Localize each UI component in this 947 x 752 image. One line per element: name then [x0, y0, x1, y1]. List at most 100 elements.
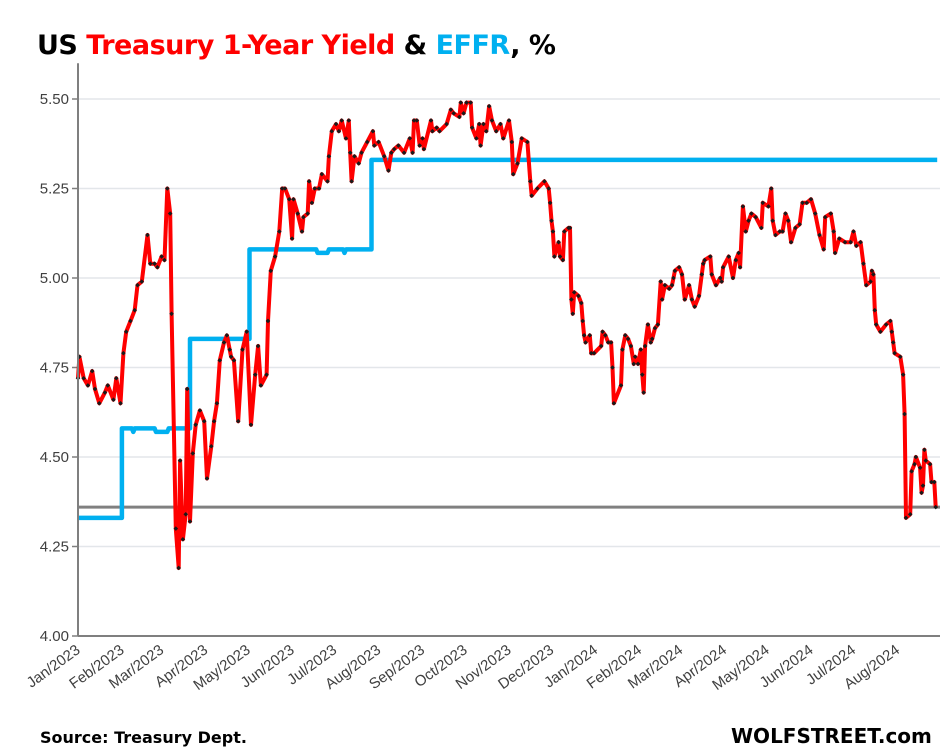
treasury-yield-point [197, 408, 203, 413]
treasury-yield-point [169, 311, 174, 317]
treasury-yield-point [501, 136, 506, 141]
effr-line [78, 157, 938, 521]
treasury-yield-point [252, 372, 258, 377]
treasury-yield-point [631, 361, 637, 367]
treasury-yield-point [749, 211, 754, 216]
treasury-yield-point [211, 418, 217, 424]
treasury-yield-point [777, 229, 783, 234]
title-suffix: , % [510, 30, 556, 61]
treasury-yield-point [549, 218, 554, 224]
treasury-yield-point [370, 128, 376, 134]
treasury-yield-point [858, 239, 863, 245]
treasury-yield-point [897, 354, 903, 360]
treasury-yield-point [689, 297, 695, 302]
treasury-yield-point [618, 383, 624, 388]
y-tick-label: 5.00 [40, 270, 69, 287]
treasury-yield-point [506, 118, 512, 123]
treasury-yield-point [848, 239, 853, 245]
treasury-yield-point [167, 211, 173, 216]
treasury-yield-point [788, 239, 794, 245]
treasury-yield-point [333, 121, 339, 127]
treasury-yield-point [726, 254, 732, 259]
treasury-yield-point [349, 179, 354, 184]
title-series-effr: EFFR [435, 30, 511, 61]
treasury-yield-point [118, 401, 123, 406]
treasury-yield-point [420, 136, 425, 141]
treasury-yield-point [580, 318, 586, 324]
treasury-yield-point [603, 332, 608, 338]
treasury-yield-point [227, 347, 232, 352]
treasury-yield-point [569, 297, 574, 302]
treasury-yield-point [356, 161, 362, 166]
treasury-yield-point [173, 526, 179, 531]
treasury-yield-point [686, 282, 692, 288]
treasury-yield-point [611, 401, 617, 406]
treasury-yield-point [872, 307, 878, 313]
treasury-yield-point [871, 272, 876, 277]
treasury-yield-point [111, 397, 116, 403]
treasury-yield-point [214, 401, 220, 406]
treasury-yield-point [561, 229, 567, 234]
treasury-yield-point [608, 340, 614, 345]
treasury-yield-point [381, 153, 387, 159]
treasury-yield-point [861, 261, 866, 266]
treasury-yield-point [730, 275, 736, 281]
treasury-yield-point [527, 179, 533, 184]
treasury-yield-point [583, 340, 588, 345]
treasury-yield-point [162, 257, 167, 263]
treasury-yield-point [248, 422, 254, 428]
treasury-yield-point [659, 297, 665, 302]
treasury-yield-point [282, 186, 288, 191]
treasury-yield-point [909, 469, 914, 474]
treasury-yield-point [717, 275, 723, 281]
treasury-yield-point [783, 211, 788, 216]
treasury-yield-point [679, 272, 685, 277]
treasury-yield-point [605, 340, 611, 345]
treasury-yield-point [932, 479, 937, 485]
treasury-yield-point [448, 107, 454, 113]
treasury-yield-point [923, 458, 929, 463]
treasury-yield-point [642, 343, 648, 349]
treasury-yield-point [873, 322, 879, 327]
treasury-yield-point [570, 311, 576, 317]
treasury-yield-point [486, 103, 492, 109]
treasury-yield-point [547, 200, 553, 206]
treasury-yield-point [183, 511, 189, 517]
treasury-yield-point [929, 479, 934, 485]
treasury-yield-point [800, 200, 805, 206]
treasury-yield-point [817, 232, 822, 238]
treasury-yield-point [352, 153, 357, 159]
treasury-yield-point [428, 118, 434, 123]
treasury-yield-point [529, 193, 534, 198]
treasury-yield-point [854, 243, 859, 249]
treasury-yield-point [461, 111, 466, 116]
treasury-yield-point [666, 286, 672, 292]
treasury-yield-point [155, 264, 160, 270]
treasury-yield-point [610, 365, 615, 370]
treasury-yield-point [407, 136, 413, 141]
treasury-yield-point [396, 143, 401, 148]
treasury-yield-point [768, 186, 774, 191]
treasury-yield-point [804, 200, 810, 206]
treasury-yield-point [662, 282, 668, 288]
treasury-yield-point [837, 236, 842, 241]
treasury-yield-point [105, 383, 111, 388]
treasury-yield-point [92, 386, 98, 392]
treasury-yield-point [720, 264, 726, 270]
treasury-yield-point [255, 343, 261, 349]
treasury-yield-point [510, 171, 516, 177]
treasury-yield-point [622, 332, 628, 338]
treasury-yield-point [451, 111, 457, 116]
treasury-yield-point [903, 515, 909, 521]
treasury-yield-point [702, 257, 707, 263]
treasury-yield-point [148, 261, 153, 266]
treasury-yield-point [489, 118, 495, 123]
treasury-yield-point [907, 511, 913, 517]
treasury-yield-point [291, 196, 296, 202]
treasury-yield-point [102, 390, 108, 395]
treasury-yield-point [920, 483, 926, 488]
treasury-yield-point [571, 290, 577, 295]
treasury-yield-point [581, 332, 587, 338]
treasury-yield-point [272, 254, 278, 259]
treasury-yield-point [556, 239, 561, 245]
